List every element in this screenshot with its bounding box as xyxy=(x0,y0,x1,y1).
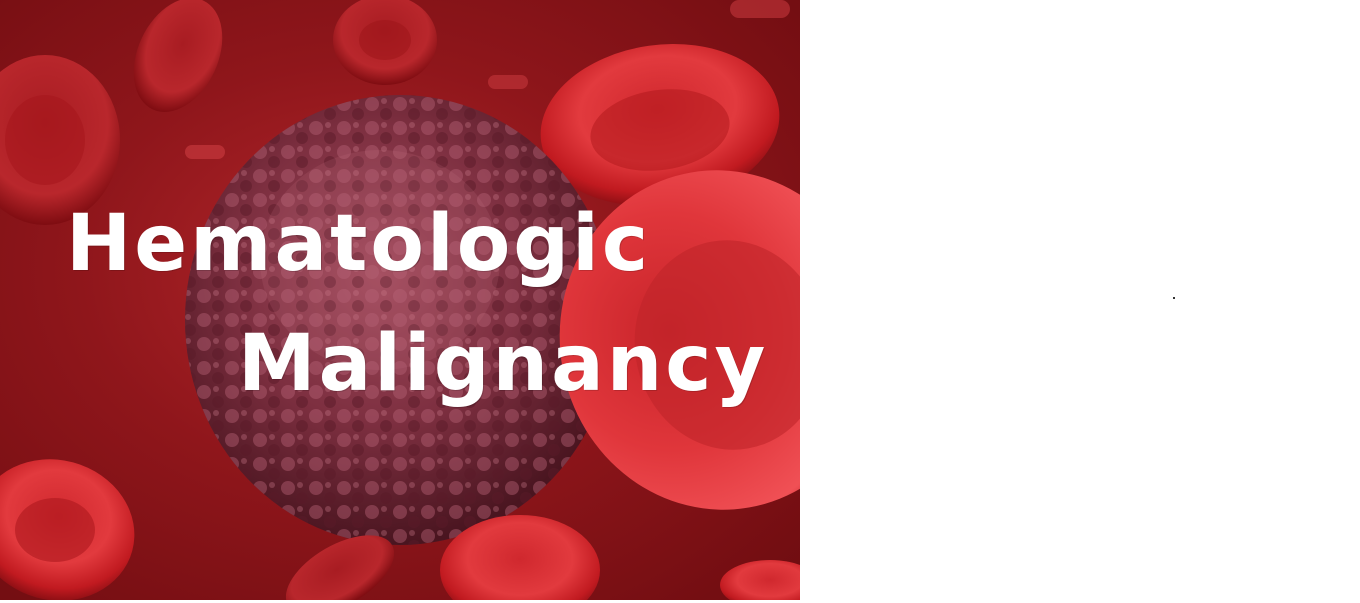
title-line-2: Malignancy xyxy=(238,319,769,409)
hero-image: Hematologic Malignancy xyxy=(0,0,800,600)
blood-cells-illustration xyxy=(0,0,800,600)
rbc-bottom-center xyxy=(440,515,600,600)
title-line-1: Hematologic xyxy=(66,199,652,289)
stray-dot xyxy=(1173,297,1175,299)
rbc-top-small xyxy=(133,0,223,112)
rbc-bottom-small xyxy=(285,535,395,600)
rbc-bottom-right xyxy=(720,560,800,600)
